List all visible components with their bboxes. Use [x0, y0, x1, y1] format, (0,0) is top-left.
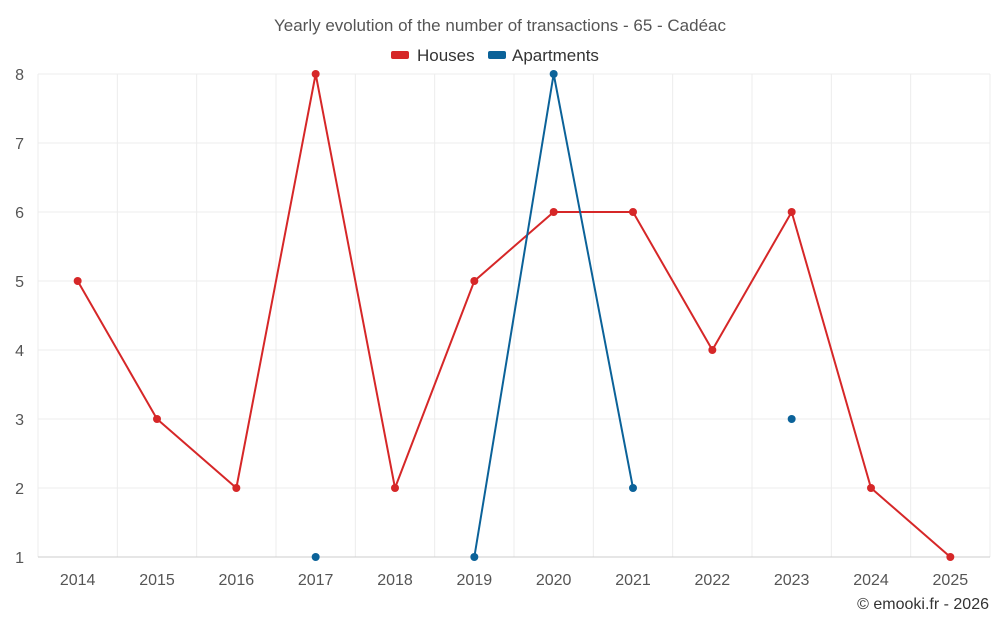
data-point-apartments-2023[interactable] — [787, 415, 796, 423]
y-tick-label: 1 — [15, 550, 24, 567]
data-point-houses-2014[interactable] — [73, 277, 82, 285]
data-point-houses-2020[interactable] — [549, 208, 558, 216]
series-line-apartments — [473, 73, 634, 558]
x-tick-label: 2016 — [219, 572, 255, 589]
x-tick-label: 2014 — [60, 572, 96, 589]
chart-title: Yearly evolution of the number of transa… — [274, 16, 727, 35]
legend-label-houses: Houses — [417, 46, 475, 65]
x-tick-label: 2023 — [774, 572, 810, 589]
series-houses — [73, 70, 955, 561]
x-tick-label: 2019 — [457, 572, 493, 589]
x-tick-label: 2015 — [139, 572, 175, 589]
series-line-houses — [76, 73, 951, 558]
y-tick-label: 5 — [15, 274, 24, 291]
data-point-houses-2015[interactable] — [153, 415, 161, 423]
x-tick-label: 2017 — [298, 572, 334, 589]
series — [73, 70, 955, 561]
y-tick-label: 2 — [15, 481, 24, 498]
data-point-houses-2019[interactable] — [470, 277, 479, 285]
y-tick-label: 7 — [15, 136, 24, 153]
y-tick-label: 6 — [15, 205, 24, 222]
x-tick-label: 2021 — [615, 572, 651, 589]
legend-item-houses[interactable]: Houses — [391, 46, 475, 65]
legend-item-apartments[interactable]: Apartments — [488, 46, 599, 65]
legend-swatch-apartments — [488, 51, 506, 59]
data-point-houses-2025[interactable] — [946, 553, 955, 561]
x-tick-label: 2022 — [695, 572, 731, 589]
data-point-houses-2022[interactable] — [708, 346, 717, 354]
data-point-apartments-2021[interactable] — [629, 484, 637, 492]
x-tick-label: 2025 — [933, 572, 969, 589]
data-point-houses-2018[interactable] — [391, 484, 399, 492]
y-tick-label: 3 — [15, 412, 24, 429]
data-point-houses-2023[interactable] — [787, 208, 796, 216]
x-tick-label: 2018 — [377, 572, 413, 589]
y-tick-label: 4 — [15, 343, 24, 360]
y-tick-label: 8 — [15, 67, 24, 84]
data-point-apartments-2019[interactable] — [470, 553, 479, 561]
axes: 1 2 3 4 5 6 7 8 2014 2015 2016 2017 2018 2019 2020 2021… — [15, 67, 990, 589]
legend-swatch-houses — [391, 51, 409, 59]
data-point-apartments-2020[interactable] — [549, 70, 558, 78]
legend-label-apartments: Apartments — [512, 46, 599, 65]
data-point-houses-2021[interactable] — [629, 208, 637, 216]
x-tick-label: 2020 — [536, 572, 572, 589]
legend: Houses Apartments — [391, 46, 599, 65]
data-point-houses-2017[interactable] — [311, 70, 320, 78]
credit-text: © emooki.fr - 2026 — [857, 596, 989, 613]
data-point-apartments-2017[interactable] — [311, 553, 320, 561]
x-tick-label: 2024 — [853, 572, 889, 589]
series-apartments — [311, 70, 796, 561]
data-point-houses-2024[interactable] — [867, 484, 875, 492]
data-point-houses-2016[interactable] — [232, 484, 241, 492]
